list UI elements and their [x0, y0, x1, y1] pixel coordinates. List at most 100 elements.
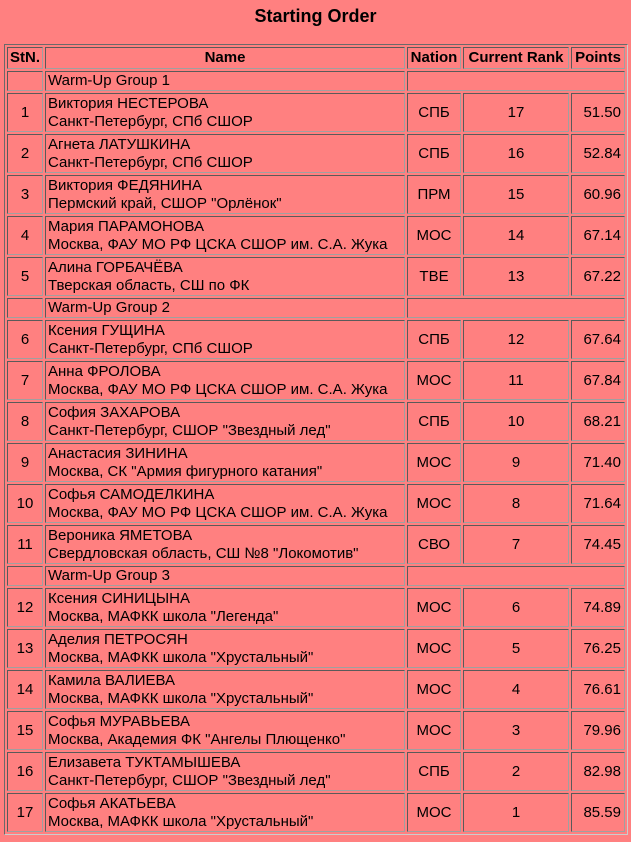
nation: МОС: [407, 793, 461, 832]
skater-club: Москва, ФАУ МО РФ ЦСКА СШОР им. С.А. Жук…: [48, 235, 388, 253]
skater-name: София ЗАХАРОВА: [48, 403, 181, 421]
skater-row: 10 Софья САМОДЕЛКИНА Москва, ФАУ МО РФ ЦСК…: [7, 484, 625, 523]
current-rank: 5: [463, 629, 569, 668]
skater-cell: Софья МУРАВЬЕВА Москва, Академия ФК "Анге…: [45, 711, 405, 750]
current-rank: 15: [463, 175, 569, 214]
warmup-group-row: Warm-Up Group 3: [7, 566, 625, 586]
skater-row: 12 Ксения СИНИЦЫНА Москва, МАФКК школа "Ле…: [7, 588, 625, 627]
nation: МОС: [407, 216, 461, 255]
start-number: 14: [7, 670, 43, 709]
nation: ТВЕ: [407, 257, 461, 296]
current-rank: 6: [463, 588, 569, 627]
start-number: 5: [7, 257, 43, 296]
header-nation: Nation: [407, 47, 461, 69]
group-stn-empty: [7, 298, 43, 318]
nation: МОС: [407, 443, 461, 482]
skater-cell: Елизавета ТУКТАМЫШЕВА Санкт-Петербург, СШ…: [45, 752, 405, 791]
skater-row: 3 Виктория ФЕДЯНИНА Пермский край, СШОР "О…: [7, 175, 625, 214]
points: 67.64: [571, 320, 625, 359]
current-rank: 2: [463, 752, 569, 791]
points: 67.14: [571, 216, 625, 255]
skater-row: 15 Софья МУРАВЬЕВА Москва, Академия ФК "Ан…: [7, 711, 625, 750]
group-empty: [407, 71, 625, 91]
start-number: 4: [7, 216, 43, 255]
points: 71.40: [571, 443, 625, 482]
skater-row: 9 Анастасия ЗИНИНА Москва, СК "Армия фигур…: [7, 443, 625, 482]
current-rank: 16: [463, 134, 569, 173]
header-stn: StN.: [7, 47, 43, 69]
skater-name: Анна ФРОЛОВА: [48, 362, 161, 380]
nation: СВО: [407, 525, 461, 564]
current-rank: 4: [463, 670, 569, 709]
points: 67.84: [571, 361, 625, 400]
points: 82.98: [571, 752, 625, 791]
skater-cell: Аделия ПЕТРОСЯН Москва, МАФКК школа "Хрус…: [45, 629, 405, 668]
nation: СПБ: [407, 134, 461, 173]
group-label: Warm-Up Group 2: [45, 298, 405, 318]
skater-row: 17 Софья АКАТЬЕВА Москва, МАФКК школа "Хру…: [7, 793, 625, 832]
skater-club: Санкт-Петербург, СПб СШОР: [48, 153, 253, 171]
points: 52.84: [571, 134, 625, 173]
skater-row: 13 Аделия ПЕТРОСЯН Москва, МАФКК школа "Хр…: [7, 629, 625, 668]
skater-name: Мария ПАРАМОНОВА: [48, 217, 204, 235]
skater-club: Санкт-Петербург, СПб СШОР: [48, 112, 253, 130]
group-empty: [407, 298, 625, 318]
current-rank: 13: [463, 257, 569, 296]
nation: МОС: [407, 629, 461, 668]
skater-row: 11 Вероника ЯМЕТОВА Свердловская область, …: [7, 525, 625, 564]
skater-club: Тверская область, СШ по ФК: [48, 276, 250, 294]
start-number: 3: [7, 175, 43, 214]
skater-row: 8 София ЗАХАРОВА Санкт-Петербург, СШОР "Зв…: [7, 402, 625, 441]
starting-order-table: StN. Name Nation Current Rank Points War…: [4, 44, 628, 835]
skater-name: Виктория ФЕДЯНИНА: [48, 176, 203, 194]
current-rank: 17: [463, 93, 569, 132]
skater-name: Аделия ПЕТРОСЯН: [48, 630, 188, 648]
nation: СПБ: [407, 320, 461, 359]
start-number: 17: [7, 793, 43, 832]
group-label: Warm-Up Group 3: [45, 566, 405, 586]
points: 85.59: [571, 793, 625, 832]
skater-club: Пермский край, СШОР "Орлёнок": [48, 194, 282, 212]
current-rank: 10: [463, 402, 569, 441]
skater-row: 6 Ксения ГУЩИНА Санкт-Петербург, СПб СШОР С…: [7, 320, 625, 359]
skater-cell: Софья САМОДЕЛКИНА Москва, ФАУ МО РФ ЦСКА …: [45, 484, 405, 523]
nation: МОС: [407, 588, 461, 627]
start-number: 11: [7, 525, 43, 564]
skater-club: Санкт-Петербург, СШОР "Звездный лед": [48, 771, 331, 789]
nation: МОС: [407, 484, 461, 523]
skater-name: Ксения СИНИЦЫНА: [48, 589, 190, 607]
header-rank: Current Rank: [463, 47, 569, 69]
warmup-group-row: Warm-Up Group 1: [7, 71, 625, 91]
skater-cell: Анастасия ЗИНИНА Москва, СК "Армия фигурн…: [45, 443, 405, 482]
skater-club: Москва, ФАУ МО РФ ЦСКА СШОР им. С.А. Жук…: [48, 503, 388, 521]
group-empty: [407, 566, 625, 586]
start-number: 9: [7, 443, 43, 482]
skater-name: Софья САМОДЕЛКИНА: [48, 485, 215, 503]
page-title: Starting Order: [254, 6, 377, 26]
current-rank: 12: [463, 320, 569, 359]
skater-club: Москва, ФАУ МО РФ ЦСКА СШОР им. С.А. Жук…: [48, 380, 388, 398]
header-points: Points: [571, 47, 625, 69]
skater-name: Анастасия ЗИНИНА: [48, 444, 188, 462]
start-number: 2: [7, 134, 43, 173]
start-number: 8: [7, 402, 43, 441]
skater-cell: Анна ФРОЛОВА Москва, ФАУ МО РФ ЦСКА СШОР …: [45, 361, 405, 400]
skater-club: Москва, МАФКК школа "Хрустальный": [48, 812, 314, 830]
skater-name: Софья АКАТЬЕВА: [48, 794, 176, 812]
skater-club: Москва, Академия ФК "Ангелы Плющенко": [48, 730, 346, 748]
points: 71.64: [571, 484, 625, 523]
warmup-group-row: Warm-Up Group 2: [7, 298, 625, 318]
skater-name: Камила ВАЛИЕВА: [48, 671, 176, 689]
points: 79.96: [571, 711, 625, 750]
skater-club: Москва, МАФКК школа "Легенда": [48, 607, 279, 625]
points: 68.21: [571, 402, 625, 441]
points: 74.89: [571, 588, 625, 627]
skater-cell: Виктория ФЕДЯНИНА Пермский край, СШОР "Ор…: [45, 175, 405, 214]
skater-name: Алина ГОРБАЧЁВА: [48, 258, 183, 276]
start-number: 10: [7, 484, 43, 523]
current-rank: 8: [463, 484, 569, 523]
skater-row: 16 Елизавета ТУКТАМЫШЕВА Санкт-Петербург, …: [7, 752, 625, 791]
points: 60.96: [571, 175, 625, 214]
skater-cell: Софья АКАТЬЕВА Москва, МАФКК школа "Хруст…: [45, 793, 405, 832]
group-label: Warm-Up Group 1: [45, 71, 405, 91]
